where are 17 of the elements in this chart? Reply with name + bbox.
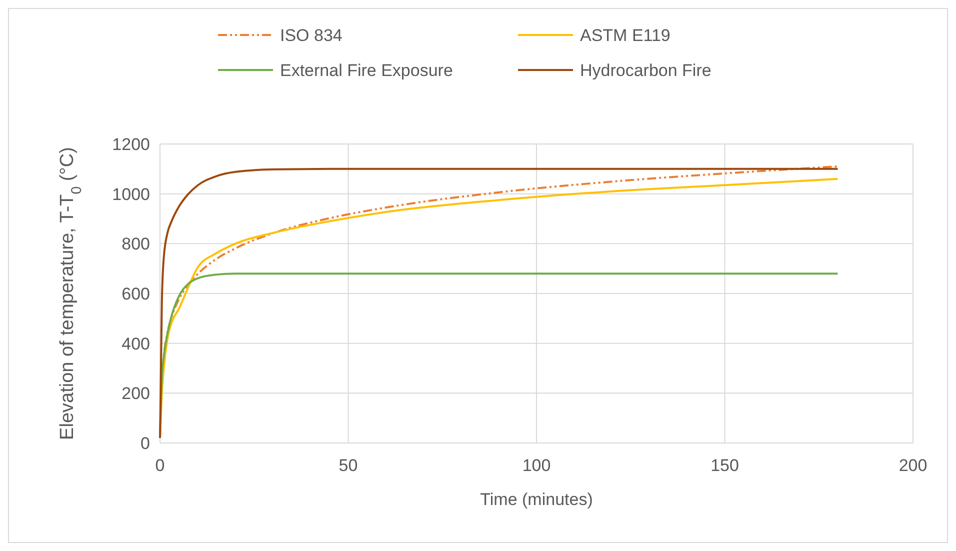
x-tick-label: 100 xyxy=(522,456,551,475)
x-tick-label: 0 xyxy=(155,456,165,475)
legend-label: ISO 834 xyxy=(280,26,342,45)
legend-label: Hydrocarbon Fire xyxy=(580,60,712,80)
y-tick-label: 1000 xyxy=(112,184,150,204)
y-tick-label: 800 xyxy=(122,234,150,254)
y-tick-label: 400 xyxy=(122,334,150,354)
x-axis-title: Time (minutes) xyxy=(480,490,593,509)
x-tick-label: 200 xyxy=(898,456,928,475)
y-tick-label: 600 xyxy=(122,284,150,304)
legend-label: External Fire Exposure xyxy=(280,60,453,80)
y-tick-label: 0 xyxy=(140,434,150,453)
y-tick-label: 1200 xyxy=(112,134,150,154)
x-tick-label: 50 xyxy=(338,456,358,475)
y-tick-label: 200 xyxy=(122,384,150,404)
x-tick-label: 150 xyxy=(710,456,739,475)
legend-label: ASTM E119 xyxy=(580,26,670,45)
